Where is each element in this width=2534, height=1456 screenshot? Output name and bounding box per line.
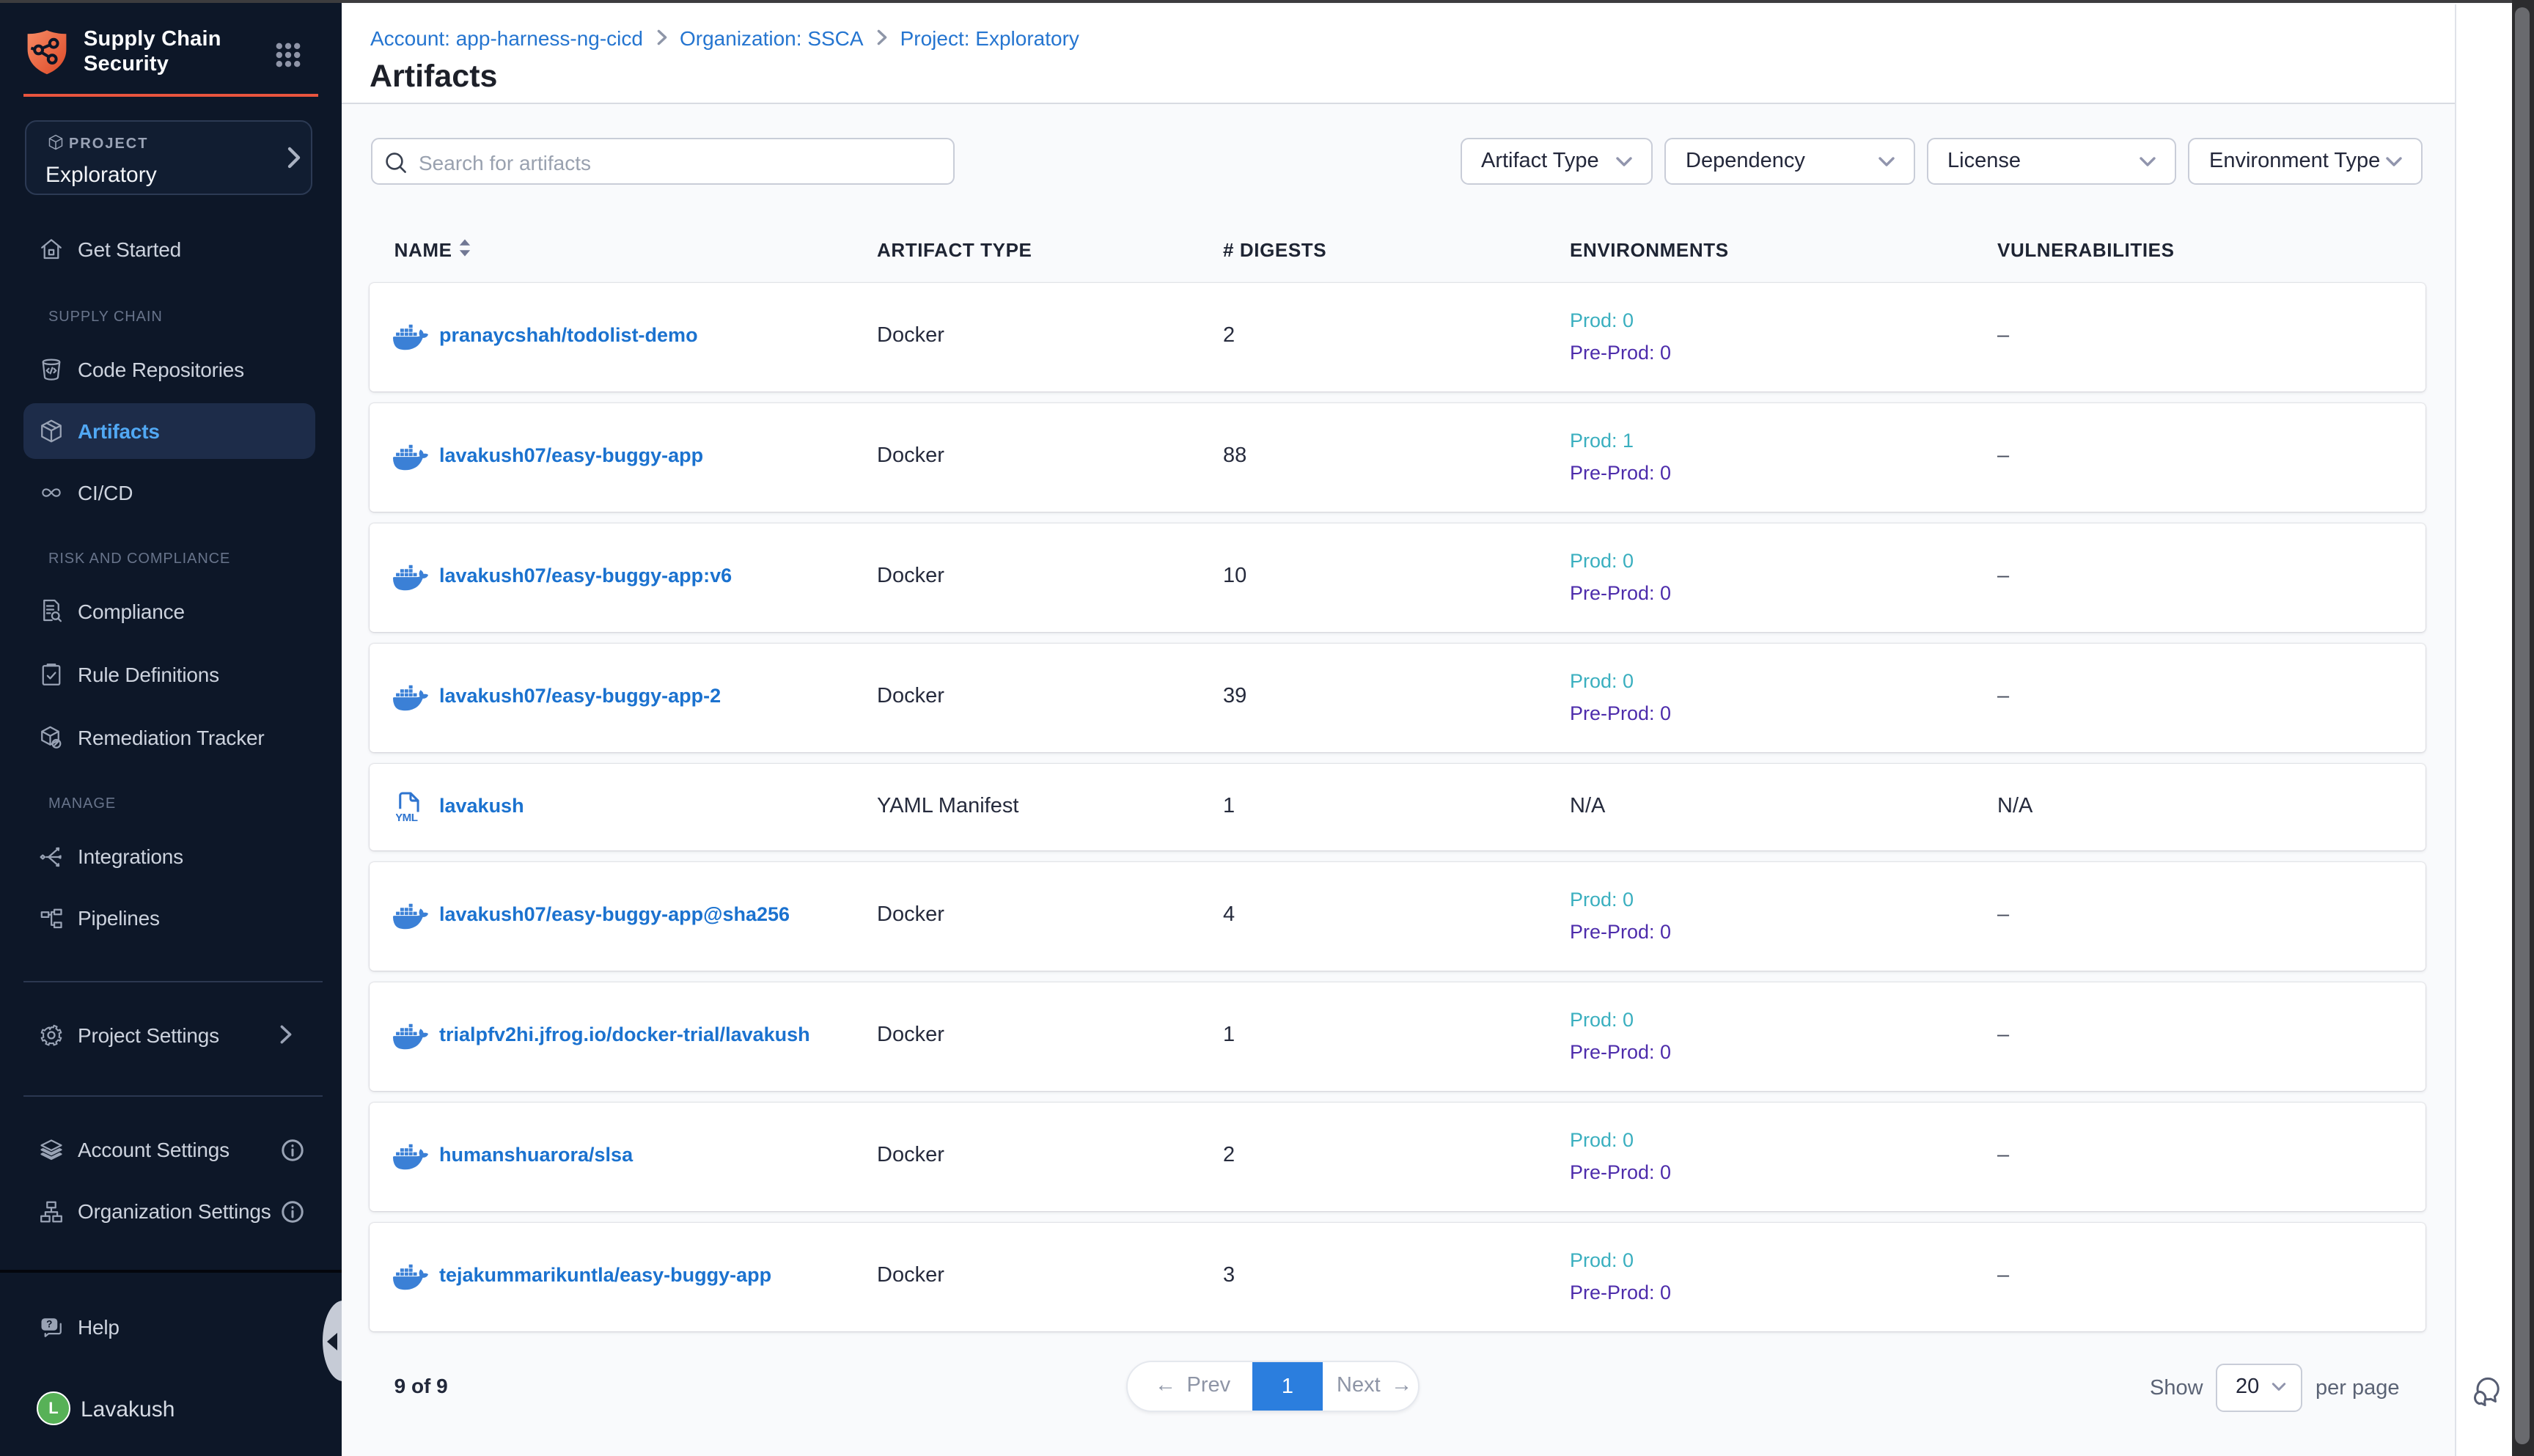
- svg-text:?: ?: [46, 1318, 52, 1329]
- svg-text:YML: YML: [396, 812, 418, 823]
